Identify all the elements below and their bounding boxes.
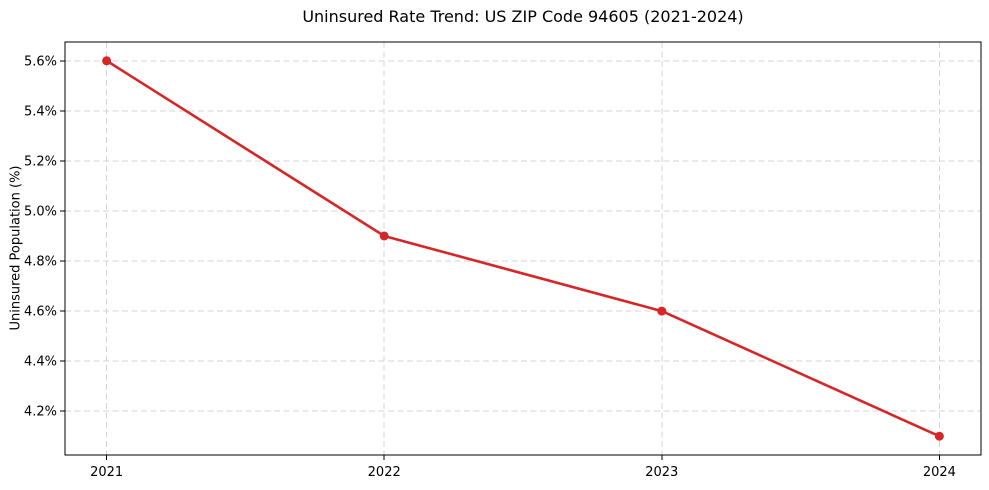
x-tick-label: 2022	[368, 465, 401, 480]
y-tick-label: 5.6%	[24, 54, 57, 69]
data-point-2022	[379, 231, 389, 241]
chart-title: Uninsured Rate Trend: US ZIP Code 94605 …	[302, 7, 744, 26]
x-tick-label: 2023	[645, 465, 678, 480]
y-tick-label: 4.2%	[24, 405, 57, 420]
y-tick-label: 4.4%	[24, 355, 57, 370]
y-tick-label: 5.0%	[24, 205, 57, 220]
y-tick-label: 5.2%	[24, 154, 57, 169]
x-tick-label: 2024	[923, 465, 956, 480]
y-tick-label: 5.4%	[24, 104, 57, 119]
x-tick-label: 2021	[90, 465, 123, 480]
y-tick-label: 4.8%	[24, 255, 57, 270]
data-point-2023	[657, 306, 667, 316]
trend-line	[105, 59, 940, 438]
plot-border	[64, 41, 982, 456]
data-point-2024	[934, 431, 944, 441]
data-point-2021	[102, 56, 112, 66]
y-tick-label: 4.6%	[24, 305, 57, 320]
